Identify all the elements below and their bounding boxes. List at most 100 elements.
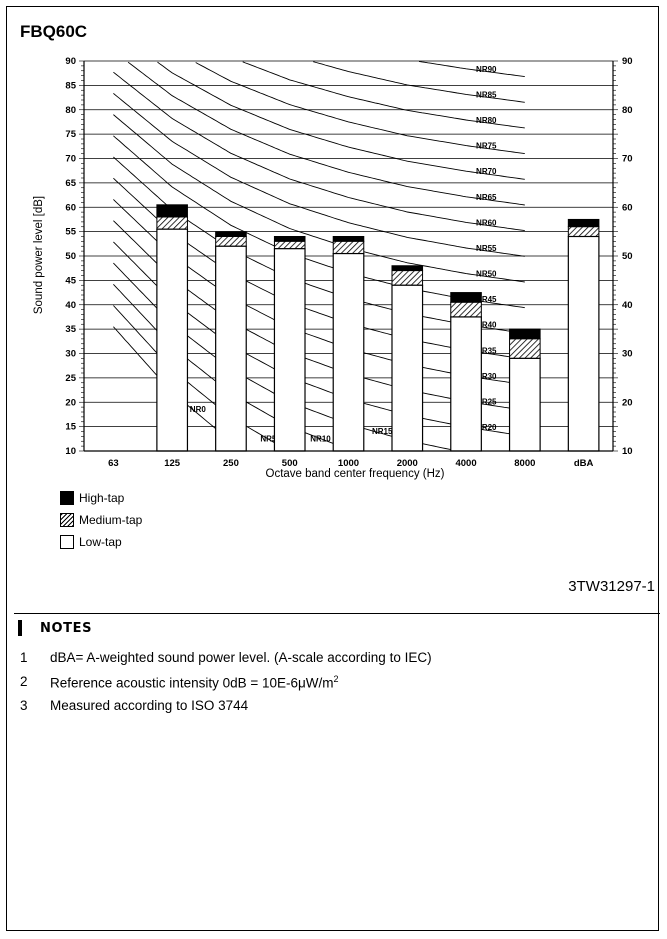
bar-high-tap: [156, 204, 188, 218]
bar-high-tap: [273, 236, 306, 242]
nr-curve: [418, 60, 525, 78]
y-tick-label: 85: [65, 80, 76, 91]
bar-medium-tap: [509, 338, 541, 359]
high-tap-swatch: [60, 491, 74, 505]
page-frame: [6, 6, 659, 931]
y-tick-label: 50: [65, 251, 76, 262]
nr-label: NR55: [476, 244, 497, 253]
notes-list: 1 dBA= A-weighted sound power level. (A-…: [20, 650, 432, 722]
bar-medium-tap: [567, 226, 600, 237]
bar-low-tap: [567, 235, 600, 452]
model-title: FBQ60C: [20, 22, 88, 41]
nr-label: NR10: [310, 434, 331, 443]
y-tick-label: 40: [65, 300, 76, 311]
x-tick-label: 4000: [455, 458, 476, 469]
note-text: Reference acoustic intensity 0dB = 10E-6…: [50, 675, 334, 691]
bar-high-tap: [391, 265, 424, 272]
bar-low-tap: [215, 245, 247, 452]
x-tick-label: dBA: [574, 458, 594, 469]
bar-medium-tap: [450, 301, 482, 318]
nr-label: NR40: [476, 321, 497, 330]
y-tick-label-right: 30: [622, 349, 633, 360]
note-item: 3 Measured according to ISO 3744: [20, 698, 432, 722]
x-tick-label: 2000: [397, 458, 418, 469]
nr-curve: [113, 93, 525, 257]
x-tick-label: 250: [223, 458, 239, 469]
notes-title: NOTES: [40, 621, 93, 636]
legend-label-low: Low-tap: [79, 535, 122, 549]
axes: [79, 60, 618, 452]
y-tick-label-right: 80: [622, 105, 633, 116]
low-tap-swatch: [60, 535, 74, 549]
y-tick-label-right: 40: [622, 300, 633, 311]
bar-medium-tap: [391, 270, 424, 286]
y-tick-label-right: 70: [622, 154, 633, 165]
y-tick-label: 10: [65, 446, 76, 457]
y-tick-label-right: 90: [622, 56, 633, 67]
nr-curve: [113, 305, 288, 451]
nr-label: NR20: [476, 423, 497, 432]
y-tick-label-right: 50: [622, 251, 633, 262]
y-tick-label: 35: [65, 324, 76, 335]
y-tick-label-right: 20: [622, 397, 633, 408]
legend-label-medium: Medium-tap: [79, 513, 143, 527]
nr-curve: [157, 61, 525, 180]
nr-curve: [113, 114, 525, 283]
x-tick-label: 500: [282, 458, 298, 469]
note-text: Measured according to ISO 3744: [50, 698, 249, 713]
x-tick-label: 125: [164, 458, 181, 469]
nr-label: NR45: [476, 295, 497, 304]
nr-label: NR35: [476, 346, 497, 355]
nr-label: NR25: [476, 398, 497, 407]
note-item: 1 dBA= A-weighted sound power level. (A-…: [20, 650, 432, 674]
y-axis-label: Sound power level [dB]: [33, 196, 45, 314]
bar-medium-tap: [332, 240, 365, 255]
divider: [14, 613, 660, 614]
legend: High-tap Medium-tap Low-tap: [60, 487, 142, 553]
y-tick-label: 75: [65, 129, 76, 140]
bar-high-tap: [567, 218, 600, 228]
legend-item-high: High-tap: [60, 487, 142, 509]
bar-low-tap: [156, 228, 189, 452]
y-tick-label: 55: [65, 227, 76, 238]
nr-label: NR30: [476, 372, 497, 381]
nr-label: NR0: [190, 405, 207, 414]
bar-medium-tap: [156, 216, 188, 230]
y-tick-label: 65: [65, 178, 76, 189]
bar-low-tap: [391, 284, 424, 452]
legend-label-high: High-tap: [79, 491, 125, 505]
nr-label: NR60: [476, 218, 497, 227]
nr-label: NR65: [476, 193, 497, 202]
x-tick-label: 8000: [514, 458, 535, 469]
x-axis-label: Octave band center frequency (Hz): [266, 468, 445, 480]
figure-id: 3TW31297-1: [568, 578, 655, 595]
bar-low-tap: [332, 252, 365, 452]
note-number: 3: [20, 698, 28, 713]
nr-label: NR75: [476, 142, 497, 151]
medium-tap-swatch: [60, 513, 74, 527]
y-tick-label: 45: [65, 275, 76, 286]
y-tick-label-right: 60: [622, 202, 633, 213]
nr-curve: [195, 62, 525, 155]
x-tick-label: 1000: [338, 458, 359, 469]
note-text: dBA= A-weighted sound power level. (A-sc…: [50, 650, 432, 665]
y-tick-label: 70: [65, 154, 76, 165]
y-tick-label: 30: [65, 349, 76, 360]
bar-medium-tap: [215, 236, 247, 247]
nr-curve: [242, 61, 525, 129]
nr-curve: [113, 71, 525, 232]
y-tick-label: 20: [65, 397, 76, 408]
nr-curve: [127, 61, 525, 206]
legend-item-medium: Medium-tap: [60, 509, 142, 531]
nr-label: NR5: [260, 434, 277, 443]
nr-label: NR50: [476, 270, 497, 279]
note-item: 2 Reference acoustic intensity 0dB = 10E…: [20, 674, 432, 698]
y-tick-label-right: 10: [622, 446, 633, 457]
note-number: 1: [20, 650, 28, 665]
note-number: 2: [20, 674, 28, 689]
bar-low-tap: [450, 316, 482, 452]
bar-low-tap: [508, 357, 541, 452]
x-tick-label: 63: [108, 458, 119, 469]
bar-high-tap: [332, 236, 365, 242]
y-tick-label: 90: [65, 56, 76, 67]
